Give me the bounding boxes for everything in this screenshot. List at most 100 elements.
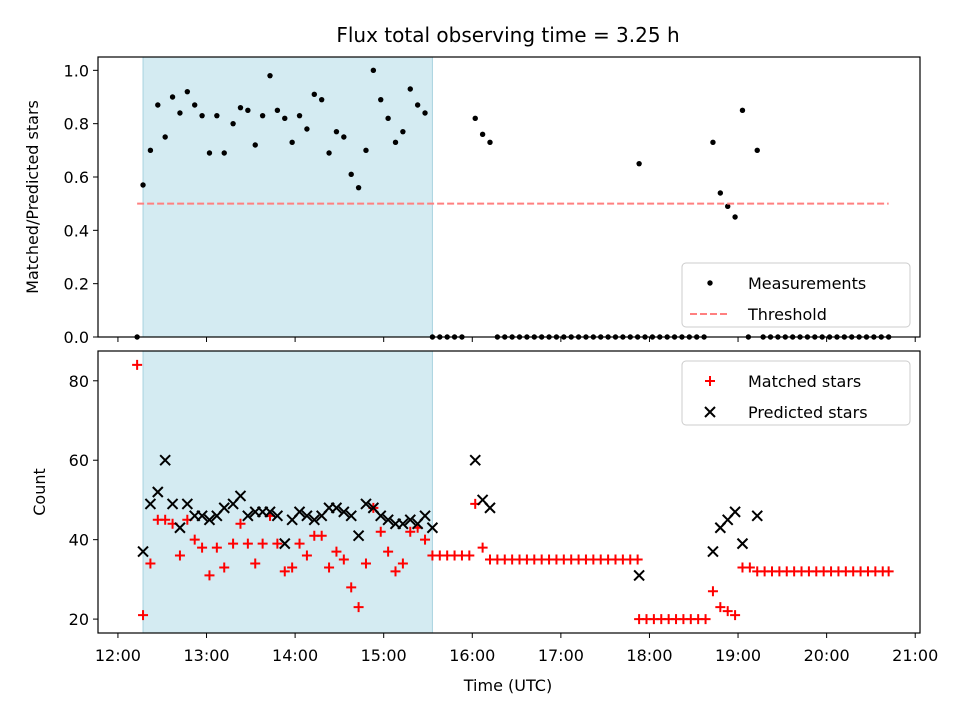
measurement-point: [363, 147, 369, 154]
highlight-span: [142, 350, 433, 634]
matched-point: [744, 562, 755, 573]
legend-label: Predicted stars: [748, 403, 868, 422]
measurement-point: [370, 67, 377, 74]
predicted-point: [397, 518, 409, 530]
predicted-point: [375, 510, 387, 522]
x-tick-label: 17:00: [538, 646, 584, 665]
y-tick-label: 0.2: [64, 275, 89, 294]
matched-point: [197, 542, 208, 553]
y-tick-label: 20: [69, 610, 89, 629]
y-tick-label: 0.0: [64, 328, 89, 347]
predicted-point: [218, 502, 230, 514]
y-tick-label: 0.6: [64, 168, 89, 187]
predicted-point: [271, 510, 284, 522]
measurement-point: [348, 171, 354, 178]
measurement-point: [378, 96, 384, 103]
matched-point: [883, 566, 894, 577]
matched-point: [145, 558, 156, 569]
measurement-point: [140, 182, 146, 188]
measurement-point: [407, 86, 413, 92]
matched-point: [279, 566, 290, 577]
matched-point: [174, 550, 185, 561]
predicted-point: [338, 506, 350, 518]
matched-point: [715, 602, 726, 613]
measurement-point: [296, 112, 303, 119]
predicted-point: [419, 510, 431, 522]
measurement-point: [710, 139, 716, 146]
matched-point: [405, 526, 416, 537]
measurement-point: [392, 139, 399, 146]
predicted-point: [707, 545, 719, 558]
predicted-point: [729, 506, 741, 518]
legend-label: Matched stars: [748, 372, 861, 391]
measurement-point: [311, 91, 318, 98]
x-tick-label: 18:00: [626, 646, 672, 665]
predicted-point: [301, 510, 313, 522]
measurement-point: [318, 96, 325, 103]
matched-point: [316, 530, 327, 541]
matched-point: [287, 562, 298, 573]
matched-point: [132, 359, 143, 370]
matched-point: [211, 542, 222, 553]
legend-label: Measurements: [748, 274, 866, 293]
measurement-point: [282, 115, 288, 122]
legend-marker-measurements: [707, 280, 713, 286]
predicted-point: [279, 537, 291, 550]
measurement-point: [230, 120, 236, 127]
predicted-point: [484, 502, 496, 514]
measurement-point: [333, 128, 340, 135]
matched-point: [353, 602, 364, 613]
legend-label: Threshold: [747, 305, 827, 324]
measurement-point: [487, 139, 493, 146]
measurement-point: [636, 160, 642, 167]
predicted-point: [159, 454, 171, 466]
bottom-panel: 12:00 13:00 14:00 15:00 16:00 17:00 18:00 19:00…: [30, 350, 938, 665]
matched-point: [397, 558, 408, 569]
x-tick-label: 19:00: [715, 646, 761, 665]
x-tick-label: 15:00: [361, 646, 407, 665]
legend-marker-predicted: [704, 406, 716, 418]
legend-box: [681, 262, 911, 328]
predicted-point: [751, 510, 763, 522]
measurement-point: [162, 134, 168, 140]
matched-point: [331, 546, 342, 557]
measurement-point: [221, 150, 227, 156]
matched-point: [375, 526, 386, 537]
measurement-point: [192, 102, 198, 108]
matched-point: [228, 538, 239, 549]
predicted-point: [426, 522, 439, 534]
matched-point: [464, 550, 475, 561]
measurement-point: [206, 150, 213, 156]
predicted-point: [633, 569, 645, 582]
plot-frame: [97, 350, 921, 634]
matched-point: [346, 582, 357, 593]
measurement-point: [274, 107, 281, 114]
predicted-point: [382, 514, 394, 526]
series-measurements: [134, 67, 892, 340]
matched-point: [235, 518, 246, 529]
measurement-point: [326, 150, 332, 156]
measurement-point: [199, 112, 205, 119]
matched-point: [420, 534, 431, 545]
predicted-point: [196, 510, 208, 522]
matched-point: [219, 562, 230, 573]
predicted-point: [330, 502, 343, 514]
matched-point: [383, 546, 394, 557]
measurement-point: [414, 102, 421, 108]
matched-point: [338, 554, 349, 565]
predicted-point: [404, 514, 416, 526]
matched-point: [189, 534, 200, 545]
measurement-point: [177, 110, 183, 116]
x-axis-title: Time (UTC): [463, 676, 552, 695]
measurement-point: [184, 88, 191, 95]
y-tick-label: 0.4: [64, 221, 89, 240]
predicted-point: [352, 529, 365, 542]
measurement-point: [355, 184, 362, 191]
predicted-point: [174, 522, 186, 534]
y-tick-label: 40: [69, 531, 89, 550]
matched-point: [324, 562, 335, 573]
chart-title: Flux total observing time = 3.25 h: [336, 23, 679, 47]
measurement-point: [237, 104, 244, 111]
predicted-point: [242, 510, 254, 522]
y-axis-title: Count: [30, 468, 49, 516]
